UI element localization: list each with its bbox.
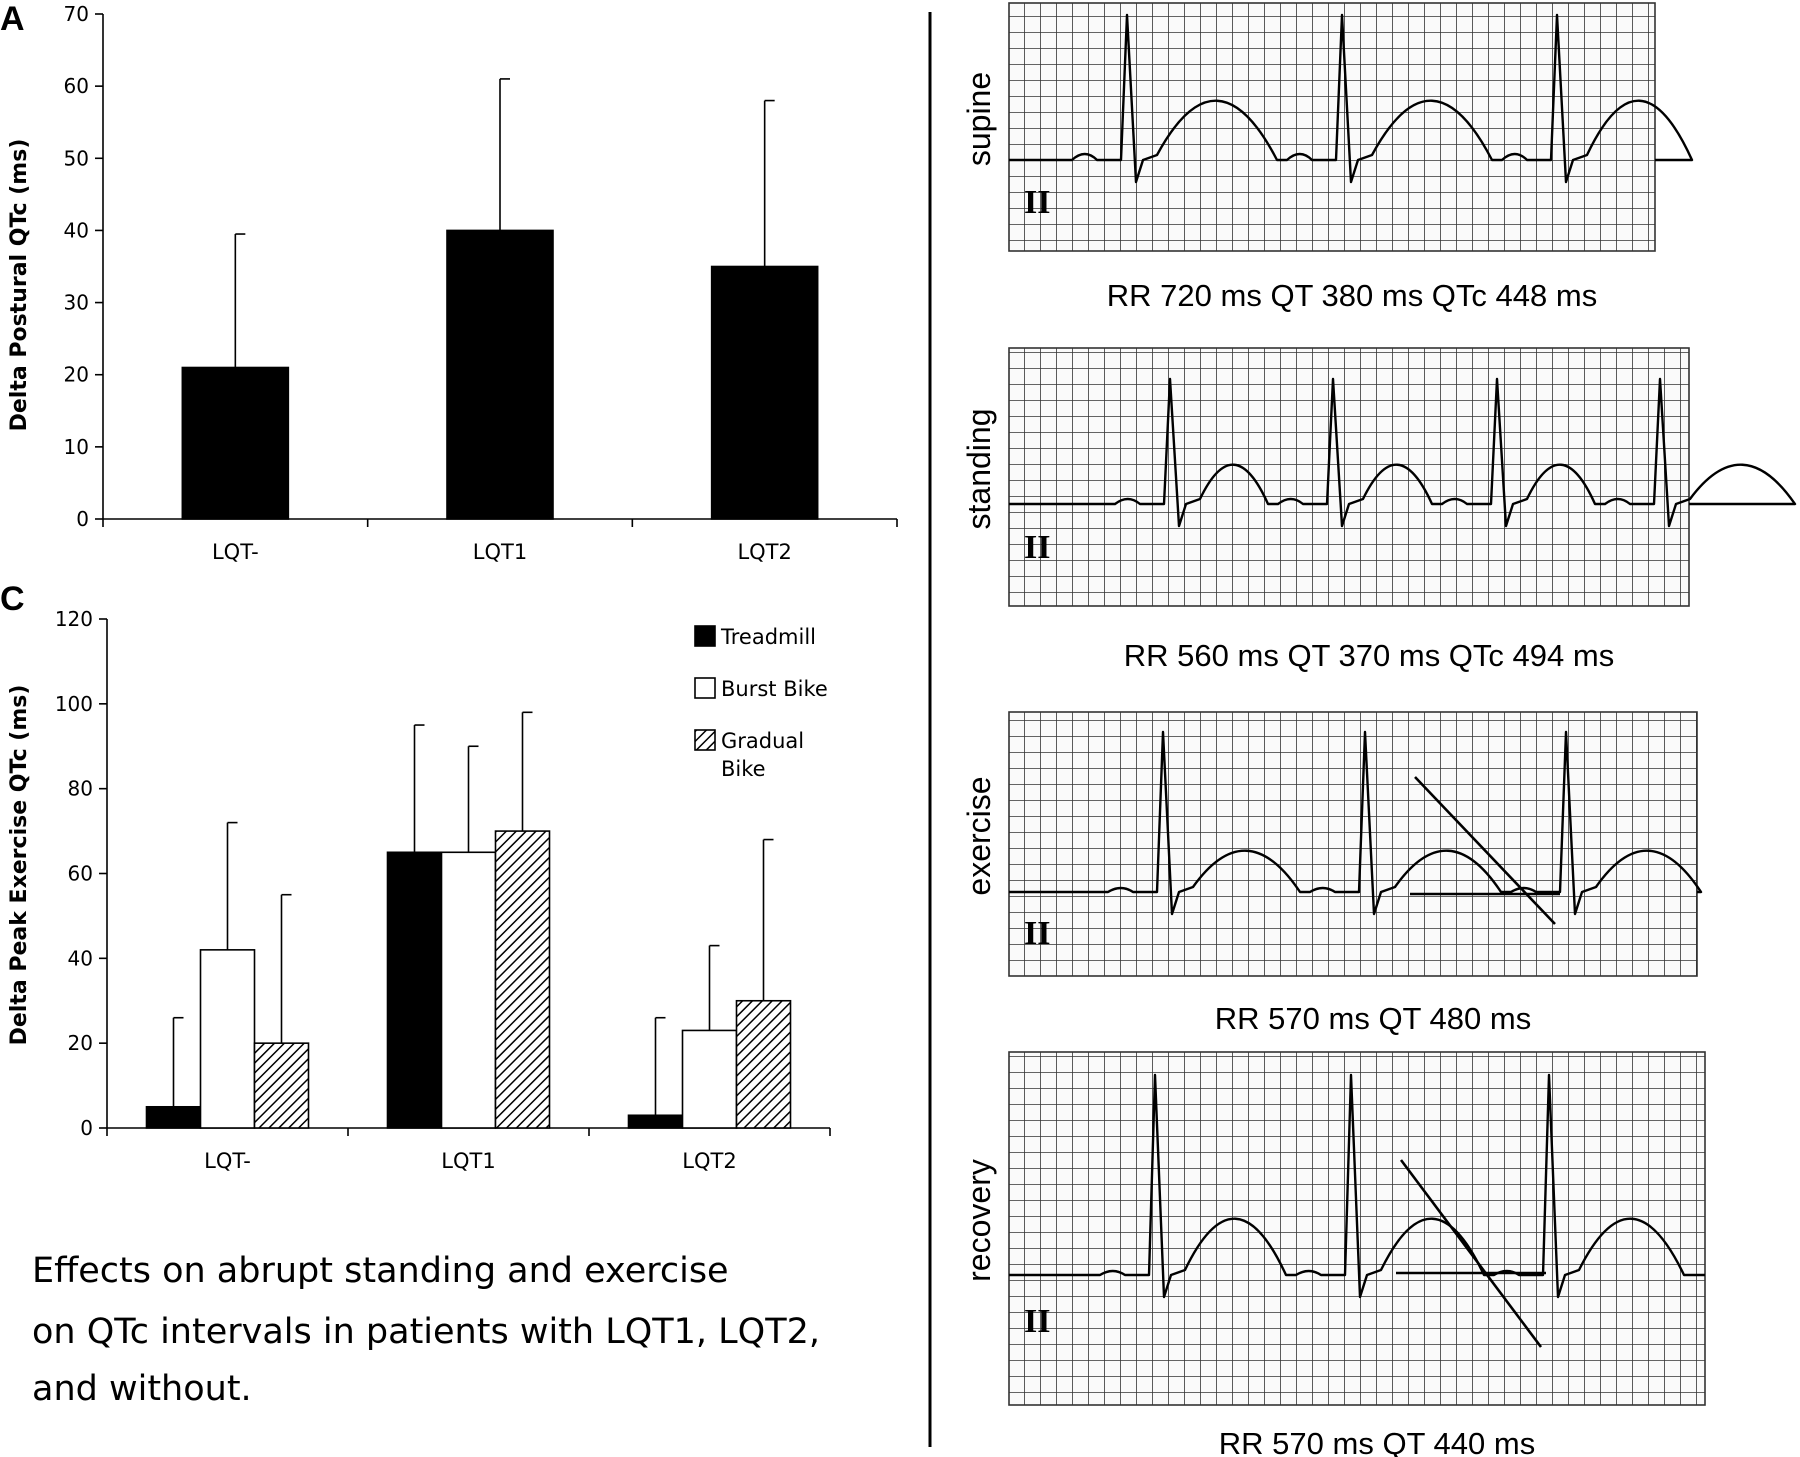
bar [440, 851, 497, 1129]
y-tick-label: 10 [64, 435, 89, 459]
bar [253, 1042, 310, 1129]
ecg-measurement-caption: RR 560 ms QT 370 ms QTc 494 ms [1124, 638, 1614, 673]
ecg-measurement-caption: RR 720 ms QT 380 ms QTc 448 ms [1107, 278, 1597, 313]
bar [735, 999, 792, 1129]
ecg-grid [1008, 711, 1698, 977]
chart-a: A Delta Postural QTc (ms) 0 10 20 30 40 50 60 7… [0, 0, 898, 564]
ecg-measurement-caption: RR 570 ms QT 480 ms [1215, 1001, 1531, 1036]
panel-c-letter: C [0, 580, 25, 618]
chart-a-bars [181, 78, 819, 520]
y-tick-label: 20 [68, 1031, 93, 1055]
bar [181, 366, 290, 520]
ecg-grid [1008, 2, 1656, 252]
x-category-label: LQT- [204, 1149, 251, 1173]
ecg-trace [1009, 730, 1703, 916]
y-tick-label: 70 [64, 2, 89, 26]
ecg-strip-standing: II standing RR 560 ms QT 370 ms QTc 494 ms [961, 347, 1797, 673]
y-tick-label: 60 [64, 74, 89, 98]
bar [446, 229, 554, 520]
bar [681, 1029, 738, 1129]
legend-label: Bike [721, 757, 766, 781]
panel-a-letter: A [0, 0, 25, 38]
qt-tangent-line [1414, 776, 1556, 925]
ecg-trace [1009, 1073, 1705, 1299]
ecg-trace [1009, 377, 1797, 528]
bar [145, 1105, 202, 1129]
caption-line-2: on QTc intervals in patients with LQT1, … [32, 1312, 820, 1352]
x-category-label: LQT- [212, 540, 259, 564]
ecg-strip-exercise: II exercise RR 570 ms QT 480 ms [961, 711, 1703, 1036]
chart-c-labels: 0 20 40 60 80 100 120 LQT- LQT1 LQT2 [55, 607, 737, 1173]
bar [199, 949, 256, 1129]
ecg-grid [1008, 347, 1690, 607]
ecg-state-label: recovery [961, 1159, 997, 1282]
y-tick-label: 0 [80, 1116, 93, 1140]
ecg-measurement-caption: RR 570 ms QT 440 ms [1219, 1426, 1535, 1457]
legend-swatch [694, 677, 716, 699]
legend-swatch [694, 729, 716, 751]
chart-c-bars [145, 711, 792, 1129]
ecg-state-label: standing [961, 409, 997, 530]
x-category-label: LQT2 [737, 540, 791, 564]
y-tick-label: 80 [68, 777, 93, 801]
legend-label: Burst Bike [721, 677, 828, 701]
legend-label: Gradual [721, 729, 804, 753]
chart-c-ylabel: Delta Peak Exercise QTc (ms) [7, 685, 32, 1046]
y-tick-label: 60 [68, 862, 93, 886]
y-tick-label: 40 [68, 946, 93, 970]
y-tick-label: 40 [64, 218, 89, 242]
chart-c-legend: Treadmill Burst Bike Gradual Bike [694, 625, 828, 781]
chart-a-labels: 0 10 20 30 40 50 60 70 LQT- LQT1 LQT2 [64, 2, 792, 564]
bar [494, 830, 551, 1129]
x-category-label: LQT2 [682, 1149, 736, 1173]
ecg-strip-supine: II supine RR 720 ms QT 380 ms QTc 448 ms [961, 2, 1694, 313]
chart-a-ylabel: Delta Postural QTc (ms) [7, 139, 32, 432]
legend-swatch [694, 625, 716, 647]
y-tick-label: 30 [64, 291, 89, 315]
ecg-trace [1009, 13, 1694, 184]
ecg-state-label: exercise [961, 776, 997, 895]
bar [710, 265, 819, 520]
x-category-label: LQT1 [473, 540, 527, 564]
ecg-lead-label: II [1024, 184, 1050, 221]
y-tick-label: 120 [55, 607, 93, 631]
chart-c: C Delta Peak Exercise QTc (ms) 0 20 40 60 80… [0, 580, 831, 1173]
ecg-lead-label: II [1024, 1303, 1050, 1340]
qt-tangent-line [1399, 1159, 1543, 1348]
legend-label: Treadmill [720, 625, 816, 649]
y-tick-label: 100 [55, 692, 93, 716]
ecg-lead-label: II [1024, 915, 1050, 952]
figure-caption: Effects on abrupt standing and exercise … [32, 1251, 820, 1409]
x-category-label: LQT1 [441, 1149, 495, 1173]
ecg-state-label: supine [961, 72, 997, 166]
caption-line-3: and without. [32, 1369, 252, 1409]
bar [627, 1114, 684, 1129]
y-tick-label: 50 [64, 146, 89, 170]
y-tick-label: 20 [64, 363, 89, 387]
y-tick-label: 0 [76, 507, 89, 531]
ecg-strip-recovery: II recovery RR 570 ms QT 440 ms [961, 1051, 1706, 1457]
bar [386, 851, 443, 1129]
caption-line-1: Effects on abrupt standing and exercise [32, 1251, 729, 1291]
ecg-lead-label: II [1024, 529, 1050, 566]
